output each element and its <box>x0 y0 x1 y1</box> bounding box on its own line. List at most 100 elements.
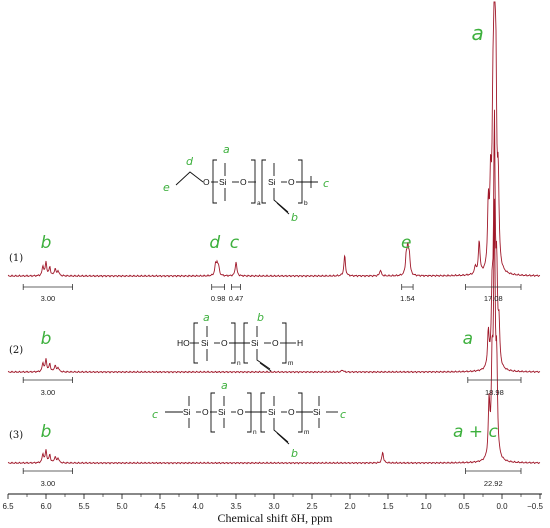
struct3-label-b: b <box>291 447 298 460</box>
struct1-bracket <box>298 159 303 204</box>
struct3-si1: Si <box>183 407 191 417</box>
struct2-o2: O <box>272 338 279 348</box>
spectrum-trace-1 <box>7 1 541 278</box>
peak-assignments: b d c eab ab a + c <box>41 21 499 442</box>
x-tick-label: 5.5 <box>78 502 90 511</box>
spectrum-trace-3 <box>7 198 541 465</box>
integral-label: 3.00 <box>41 479 56 488</box>
peak-assignment-label: d <box>209 233 220 253</box>
integral-label: 0.98 <box>211 294 226 303</box>
struct1-o2: O <box>240 177 247 187</box>
x-tick-label: 2.5 <box>306 502 318 511</box>
struct3-si2: Si <box>218 407 226 417</box>
struct2-bracket <box>243 322 248 364</box>
struct2-si2: Si <box>251 338 259 348</box>
structure-1: d e a c b O Si O a Si O b <box>163 143 329 224</box>
struct1-sub-b: b <box>304 200 308 207</box>
integral-label: 0.47 <box>229 294 244 303</box>
x-tick-label: 4.5 <box>154 502 166 511</box>
struct1-ethyl-bond <box>175 171 204 186</box>
struct2-label-a: a <box>203 311 210 324</box>
peak-assignment-label: a + c <box>453 422 498 442</box>
struct1-bracket <box>261 159 266 204</box>
peak-assignment-label: e <box>401 233 411 253</box>
x-tick-label: 1.0 <box>420 502 432 511</box>
struct2-ho: HO <box>177 338 190 348</box>
struct3-bracket <box>260 392 265 433</box>
x-tick-label: 0.5 <box>458 502 470 511</box>
x-tick-label: 3.0 <box>268 502 280 511</box>
integral-label: 3.00 <box>41 388 56 397</box>
struct3-bracket <box>210 392 215 433</box>
spectrum-label-1: (1) <box>9 253 23 264</box>
x-tick-label: −0.5 <box>527 502 543 511</box>
struct1-label-b: b <box>291 211 298 224</box>
struct2-si1: Si <box>201 338 209 348</box>
struct1-o3: O <box>288 177 295 187</box>
struct3-bracket <box>298 392 303 433</box>
x-tick-label: 6.0 <box>40 502 52 511</box>
struct1-bracket <box>212 159 217 204</box>
struct3-o3: O <box>288 407 295 417</box>
x-axis: 6.5 6.0 5.5 5.0 4.5 4.0 3.5 3.0 2.5 2.0 1.5 1.0 0.5 0… <box>2 493 543 511</box>
struct3-label-c1: c <box>152 408 158 421</box>
struct3-si4: Si <box>313 407 321 417</box>
x-tick-label: 0.0 <box>496 502 508 511</box>
struct3-label-a: a <box>221 379 228 392</box>
struct3-label-c2: c <box>340 408 346 421</box>
integral-label: 17.08 <box>484 294 503 303</box>
struct1-bracket <box>251 159 256 204</box>
struct1-si2: Si <box>268 177 276 187</box>
x-tick-label: 2.0 <box>344 502 356 511</box>
struct2-label-b: b <box>257 311 264 324</box>
struct3-sub-m: m <box>304 429 309 436</box>
x-tick-label: 5.0 <box>116 502 128 511</box>
struct1-label-a: a <box>223 143 230 156</box>
struct2-vinyl-double <box>259 362 272 372</box>
struct2-bracket <box>193 322 198 364</box>
struct3-vinyl-bond <box>273 418 289 443</box>
spectrum-label-2: (2) <box>9 345 23 356</box>
spectra-traces <box>7 1 541 465</box>
struct3-si3: Si <box>268 407 276 417</box>
struct2-h: H <box>297 338 303 348</box>
struct2-sub-n: n <box>237 360 241 367</box>
struct1-vinyl-bond <box>273 188 289 213</box>
struct3-bracket <box>247 392 252 433</box>
struct3-sub-n: n <box>253 429 257 436</box>
struct3-o2: O <box>237 407 244 417</box>
structure-3: a c c b Si O Si O n Si O m Si <box>152 379 346 460</box>
integral-label: 18.98 <box>485 388 504 397</box>
struct1-si1: Si <box>219 177 227 187</box>
struct2-o1: O <box>221 338 228 348</box>
struct1-vinyl-double <box>276 202 290 215</box>
structure-2: a b HO Si O n Si O m H <box>177 311 303 372</box>
struct1-sub-a: a <box>257 200 261 207</box>
struct1-label-e: e <box>163 181 170 194</box>
x-tick-label: 4.0 <box>192 502 204 511</box>
peak-assignment-label: a <box>472 21 484 45</box>
integral-brackets: 3.00 0.98 0.47 1.54 17.08 3.00 18.98 3.00 22.92 <box>22 284 522 488</box>
struct2-sub-m: m <box>288 360 293 367</box>
peak-assignment-label: b <box>41 422 52 442</box>
x-axis-title: Chemical shift δH, ppm <box>218 511 334 525</box>
spectrum-trace-2 <box>7 109 541 374</box>
spectrum-label-3: (3) <box>9 430 23 441</box>
struct3-vinyl-double <box>276 432 290 445</box>
peak-assignment-label: b <box>41 233 52 253</box>
struct3-o1: O <box>202 407 209 417</box>
peak-assignment-label: c <box>230 233 240 253</box>
struct1-o1: O <box>203 177 210 187</box>
struct1-label-c: c <box>323 177 329 190</box>
integral-label: 1.54 <box>400 294 415 303</box>
struct2-vinyl-bond <box>256 349 271 370</box>
struct1-label-d: d <box>186 155 194 168</box>
integral-label: 3.00 <box>41 294 56 303</box>
integral-label: 22.92 <box>484 479 503 488</box>
peak-assignment-label: a <box>463 329 473 349</box>
x-tick-label: 1.5 <box>382 502 394 511</box>
peak-assignment-label: b <box>41 329 52 349</box>
x-tick-label: 3.5 <box>230 502 242 511</box>
x-tick-label: 6.5 <box>2 502 14 511</box>
